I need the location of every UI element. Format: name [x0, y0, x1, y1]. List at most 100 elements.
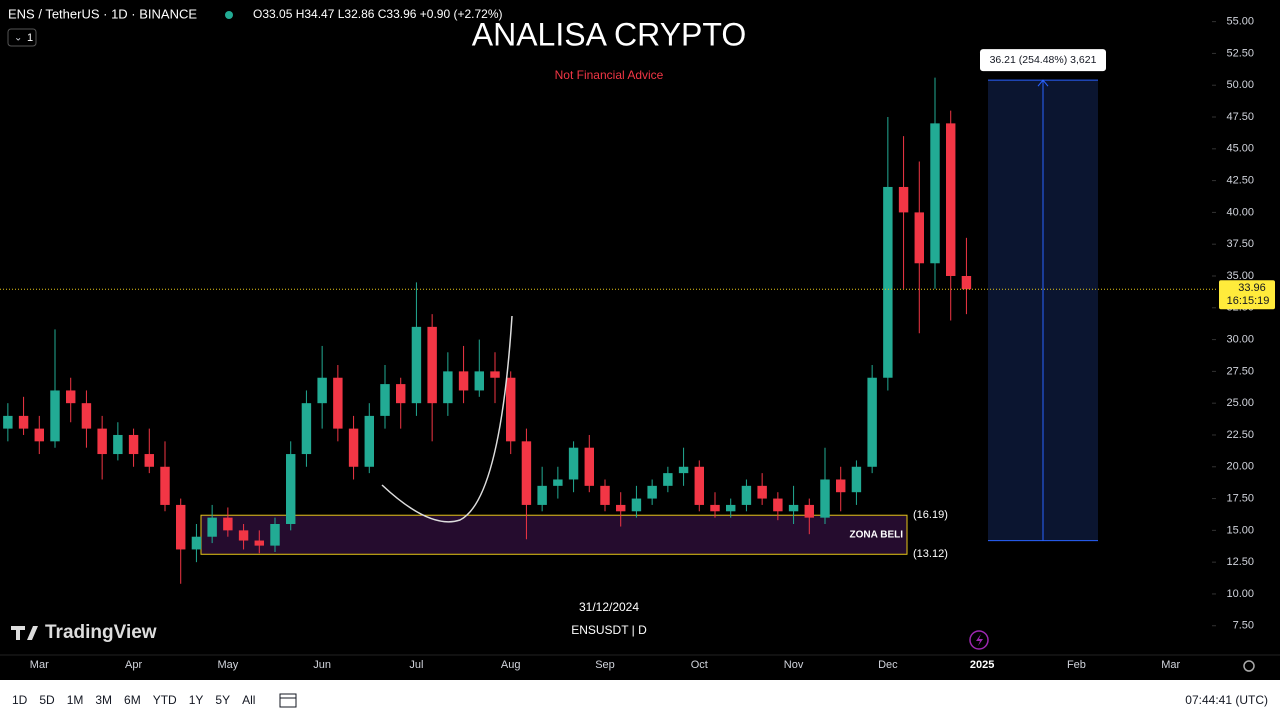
candle-body — [66, 390, 76, 404]
ohlc: O33.05 H34.47 L32.86 C33.96 +0.90 (+2.72… — [253, 7, 503, 21]
y-tick-label: 15.00 — [1226, 524, 1254, 536]
y-tick-label: 37.50 — [1226, 238, 1254, 250]
candle-body — [411, 326, 422, 404]
candle-body — [81, 403, 92, 429]
candle-body — [18, 415, 29, 429]
candle-body — [176, 504, 186, 550]
buy-zone — [200, 514, 908, 555]
curve-drawing — [381, 315, 513, 523]
range-button[interactable]: All — [242, 692, 256, 707]
x-tick-label: 2025 — [970, 659, 994, 671]
logo-icon — [11, 626, 38, 640]
x-tick-label: Oct — [691, 659, 708, 671]
range-button[interactable]: 1Y — [188, 692, 204, 707]
candle-body — [647, 485, 657, 499]
range-buttons: 1D 5D 1M 3M 6M YTD 1Y 5Y All — [0, 693, 255, 707]
candle-body — [50, 390, 60, 442]
last-price-label: 33.96 — [1238, 282, 1266, 294]
range-button[interactable]: 1M — [66, 692, 84, 707]
candle-body — [820, 479, 830, 518]
y-tick-label: 17.50 — [1226, 492, 1254, 504]
candle-body — [3, 415, 13, 429]
candle-body — [741, 485, 752, 505]
candle-body — [883, 186, 893, 378]
x-tick-label: Feb — [1067, 659, 1086, 671]
annotation: ENSUSDT | D — [571, 623, 647, 637]
y-tick-label: 55.00 — [1226, 16, 1254, 28]
candle-body — [914, 212, 924, 264]
x-tick-label: Jun — [313, 659, 331, 671]
badge[interactable]: 1 — [27, 32, 33, 44]
y-tick-label: 45.00 — [1226, 143, 1254, 155]
y-tick-label: 10.00 — [1226, 588, 1254, 600]
annotation: 31/12/2024 — [579, 600, 639, 614]
y-tick-label: 47.50 — [1226, 111, 1254, 123]
zone-high-label: (16.19) — [913, 509, 948, 521]
candle-body — [631, 498, 642, 512]
toolbar: 1D 5D 1M 3M 6M YTD 1Y 5Y All 07:44:41 (UTC) — [0, 680, 1280, 719]
plot — [0, 21, 1280, 656]
candle-body — [788, 504, 799, 512]
range-button[interactable]: 5D — [39, 692, 55, 707]
candle-body — [553, 479, 563, 486]
candle-body — [521, 441, 532, 505]
candle-body — [144, 454, 154, 467]
candle-body — [286, 454, 296, 524]
settings-icon[interactable] — [1243, 660, 1255, 672]
candle-body — [348, 428, 359, 467]
range-button[interactable]: YTD — [152, 692, 177, 707]
candle-body — [537, 485, 547, 505]
chart-subtitle: Not Financial Advice — [555, 68, 664, 82]
range-button[interactable]: 6M — [124, 692, 141, 707]
candle-body — [710, 504, 720, 512]
x-tick-label: Mar — [1161, 659, 1180, 671]
calendar-icon[interactable] — [277, 690, 299, 710]
x-tick-label: Aug — [501, 659, 521, 671]
candle-body — [364, 415, 374, 467]
alert-icon[interactable] — [969, 630, 989, 650]
candle-body — [191, 536, 202, 550]
candle-body — [851, 466, 862, 493]
symbol: ENS / TetherUS · 1D · BINANCE — [8, 6, 197, 21]
range-button[interactable]: 5Y — [215, 692, 231, 707]
range-button[interactable]: 3M — [95, 692, 113, 707]
chart-title: ANALISA CRYPTO — [472, 16, 746, 52]
x-tick-label: Sep — [595, 659, 615, 671]
candle-body — [254, 540, 264, 546]
watermark: TradingView — [45, 622, 157, 643]
y-tick-label: 22.50 — [1226, 429, 1254, 441]
zone-label: ZONA BELI — [849, 529, 903, 540]
candle-body — [600, 485, 610, 505]
y-tick-label: 40.00 — [1226, 206, 1254, 218]
candle-body — [474, 371, 484, 391]
badge-box[interactable] — [7, 28, 37, 47]
y-tick-label: 27.50 — [1226, 365, 1254, 377]
x-tick-label: Apr — [125, 659, 142, 671]
candle-body — [380, 384, 390, 416]
y-tick-label: 7.50 — [1233, 620, 1254, 632]
x-tick-label: Jul — [409, 659, 423, 671]
measure-label-box — [980, 49, 1106, 72]
badge-chevron: ⌄ — [14, 33, 22, 44]
candle-body — [663, 473, 673, 486]
candle-body — [490, 371, 500, 378]
candle-body — [961, 275, 972, 290]
candle-body — [301, 403, 312, 455]
candle-body — [317, 377, 327, 404]
candle-body — [223, 517, 233, 531]
last-price-box — [1219, 280, 1275, 310]
candle-body — [427, 326, 437, 404]
clock: 07:44:41 (UTC) — [1185, 692, 1268, 707]
candle-body — [568, 447, 579, 480]
zone-low-label: (13.12) — [913, 548, 948, 560]
chart: ENS / TetherUS · 1D · BINANCE O33.05 H34… — [0, 6, 1280, 672]
candle-body — [773, 498, 783, 512]
candle-body — [128, 434, 139, 455]
candle-body — [443, 371, 453, 404]
y-tick-label: 12.50 — [1226, 556, 1254, 568]
candle-body — [694, 466, 704, 505]
y-tick-label: 25.00 — [1226, 397, 1254, 409]
candle-body — [726, 504, 736, 512]
range-button[interactable]: 1D — [12, 692, 28, 707]
